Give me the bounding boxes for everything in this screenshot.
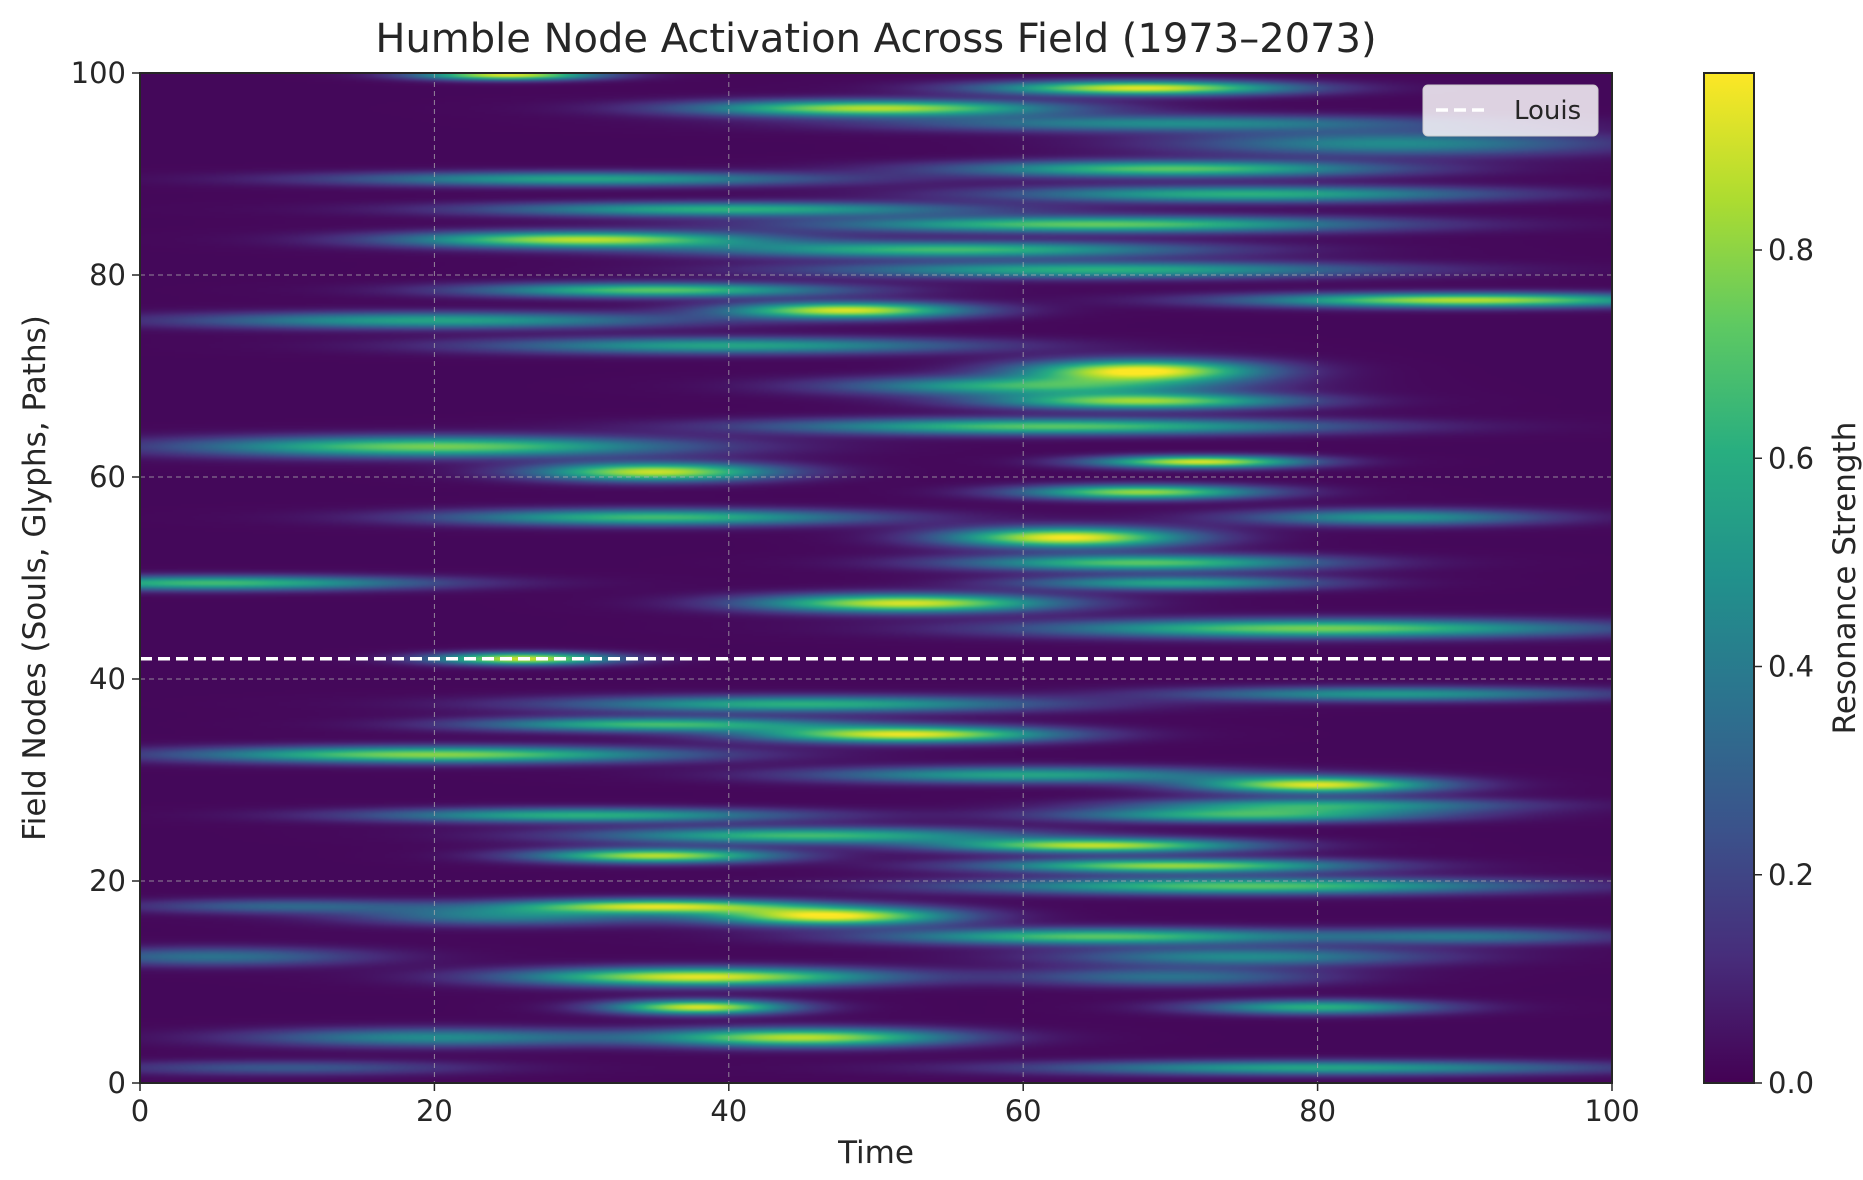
y-axis: 0 20 40 60 80 100 [71, 56, 140, 1100]
plot-frame [139, 72, 1613, 1084]
y-tick-label: 20 [89, 864, 126, 898]
colorbar-gradient [1704, 73, 1754, 1083]
colorbar-tick-label: 0.6 [1768, 441, 1814, 475]
x-axis: 0 20 40 60 80 100 [131, 1083, 1640, 1128]
x-tick-label: 80 [1299, 1094, 1336, 1128]
x-tick-label: 60 [1005, 1094, 1042, 1128]
y-tick-label: 0 [108, 1066, 126, 1100]
x-tick-label: 20 [416, 1094, 453, 1128]
y-tick-label: 40 [89, 662, 126, 696]
colorbar-frame [1703, 72, 1755, 1084]
y-tick-label: 80 [89, 258, 126, 292]
colorbar-label: Resonance Strength [1827, 422, 1863, 735]
legend-label-louis: Louis [1514, 96, 1581, 126]
colorbar: 0.0 0.2 0.4 0.6 0.8 Resonance Strength [1703, 72, 1863, 1100]
grid-lines [140, 73, 1612, 1083]
colorbar-ticks: 0.0 0.2 0.4 0.6 0.8 [1754, 233, 1814, 1100]
x-tick-label: 40 [710, 1094, 747, 1128]
y-tick-label: 100 [71, 56, 126, 90]
x-tick-label: 0 [131, 1094, 149, 1128]
plot-area [140, 73, 1612, 1083]
chart-title: Humble Node Activation Across Field (197… [375, 16, 1376, 62]
heatmap-image [140, 73, 1612, 1083]
colorbar-tick-label: 0.2 [1768, 858, 1814, 892]
y-axis-label: Field Nodes (Souls, Glyphs, Paths) [17, 315, 53, 841]
colorbar-tick-label: 0.8 [1768, 233, 1814, 267]
legend: Louis [1422, 84, 1599, 137]
x-axis-label: Time [837, 1135, 914, 1171]
legend-box [1422, 84, 1599, 137]
colorbar-tick-label: 0.0 [1768, 1066, 1814, 1100]
colorbar-tick-label: 0.4 [1768, 650, 1814, 684]
x-tick-label: 100 [1584, 1094, 1639, 1128]
y-tick-label: 60 [89, 460, 126, 494]
